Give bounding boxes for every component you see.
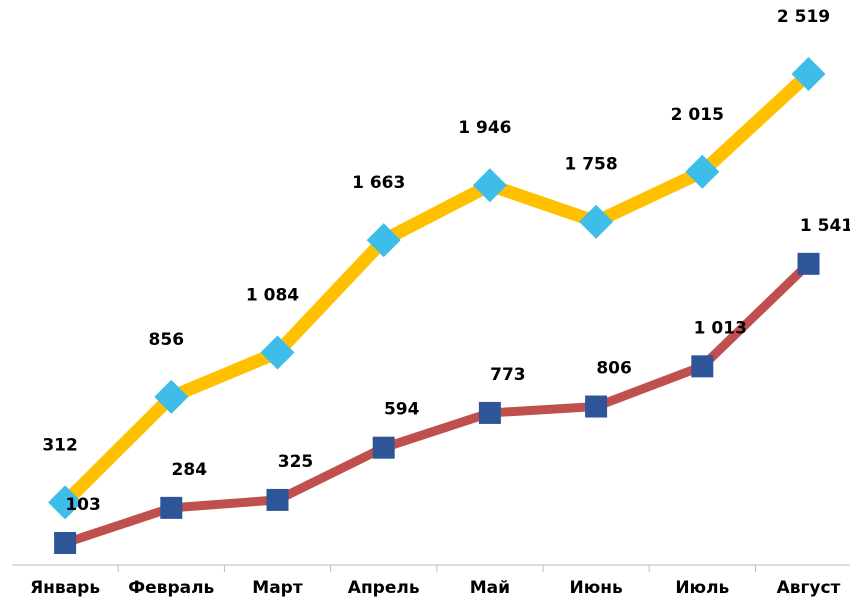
data-label: 1 084 <box>246 286 299 306</box>
data-label: 325 <box>278 452 314 472</box>
data-label: 2 519 <box>777 7 830 27</box>
marker <box>691 355 714 378</box>
marker <box>260 335 295 370</box>
x-tick-label: Июль <box>675 578 729 597</box>
data-label: 806 <box>596 359 632 379</box>
series-line <box>60 69 813 508</box>
marker <box>154 379 189 414</box>
data-label: 312 <box>42 435 78 455</box>
marker <box>372 436 395 459</box>
data-label: 103 <box>65 495 101 515</box>
marker <box>685 154 720 189</box>
data-label: 1 758 <box>564 155 617 175</box>
x-tick-label: Август <box>777 578 841 597</box>
data-label: 2 015 <box>671 105 724 125</box>
marker <box>54 532 77 555</box>
marker <box>797 252 820 275</box>
x-tick-label: Март <box>252 578 303 597</box>
marker <box>48 485 83 520</box>
data-label: 594 <box>384 400 420 420</box>
x-tick-label: Май <box>470 578 510 597</box>
marker <box>478 401 501 424</box>
marker <box>160 496 183 519</box>
marker <box>585 395 608 418</box>
marker <box>791 56 826 91</box>
x-tick-label: Июнь <box>569 578 622 597</box>
data-label: 1 946 <box>458 118 511 138</box>
data-label: 773 <box>490 365 526 385</box>
data-label: 1 663 <box>352 173 405 193</box>
marker <box>472 168 507 203</box>
data-label: 856 <box>149 330 185 350</box>
marker <box>266 488 289 511</box>
data-label: 284 <box>172 460 208 480</box>
marker <box>366 223 401 258</box>
x-tick-label: Февраль <box>128 578 214 597</box>
marker <box>579 204 614 239</box>
x-tick-label: Январь <box>30 578 100 597</box>
data-label: 1 541 <box>800 216 850 236</box>
series-line <box>63 260 812 548</box>
data-label: 1 013 <box>694 318 747 338</box>
x-tick-label: Апрель <box>348 578 420 597</box>
